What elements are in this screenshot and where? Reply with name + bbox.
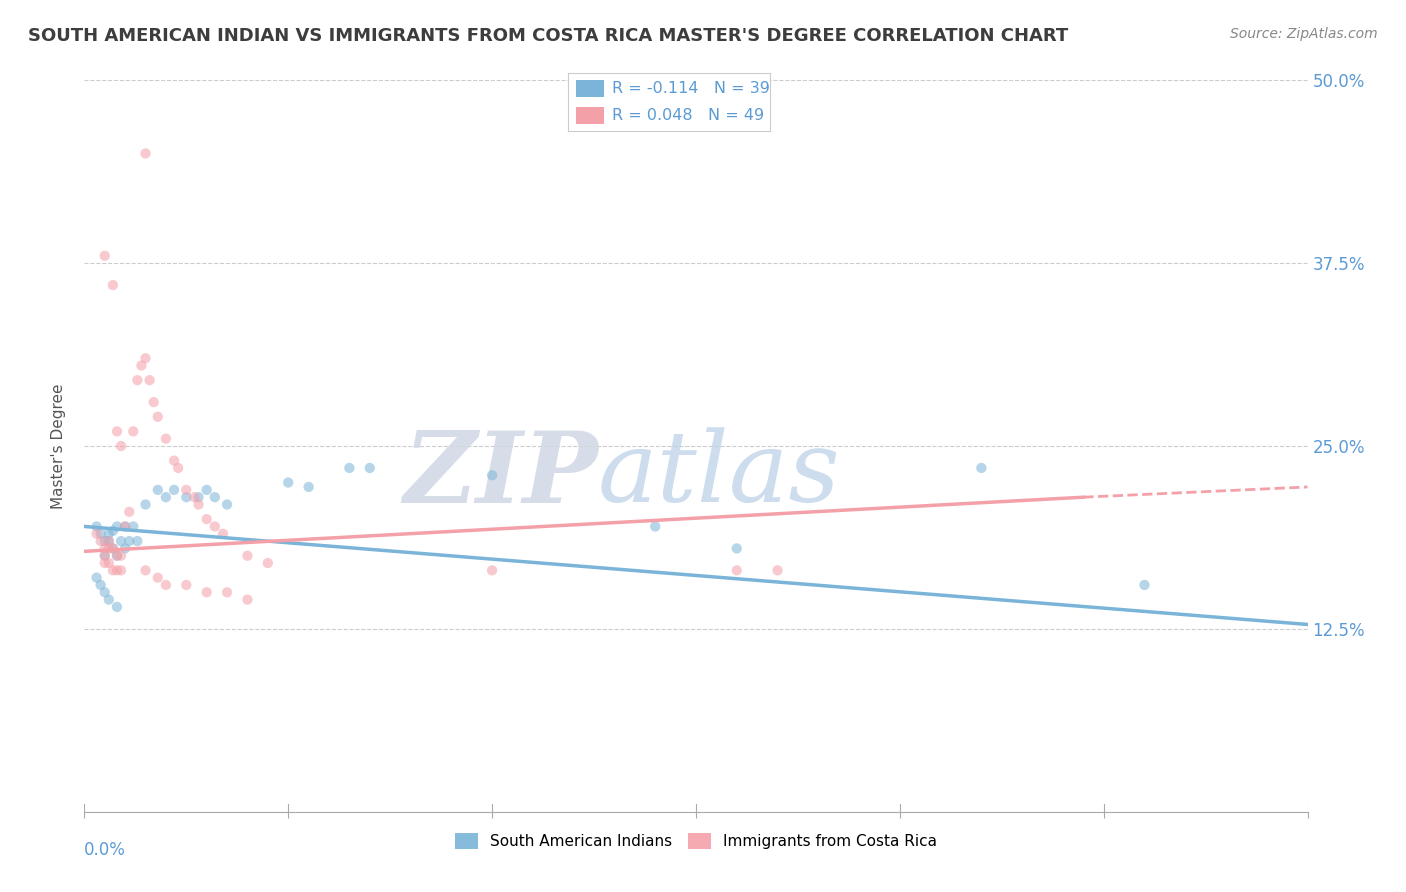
- Point: [970, 461, 993, 475]
- Point: [97, 534, 120, 549]
- Point: [155, 490, 177, 504]
- Text: atlas: atlas: [598, 427, 841, 523]
- Point: [118, 505, 141, 519]
- Point: [97, 592, 120, 607]
- Point: [93, 249, 115, 263]
- Point: [135, 563, 157, 577]
- Point: [105, 519, 128, 533]
- Point: [101, 524, 124, 538]
- Point: [90, 526, 112, 541]
- Point: [163, 483, 186, 497]
- Point: [86, 526, 108, 541]
- Point: [195, 512, 218, 526]
- Point: [481, 563, 503, 577]
- Bar: [576, 106, 605, 124]
- Point: [725, 563, 748, 577]
- Point: [277, 475, 299, 490]
- Point: [155, 432, 177, 446]
- Point: [204, 519, 226, 533]
- Point: [110, 549, 132, 563]
- Point: [212, 526, 235, 541]
- Point: [93, 585, 115, 599]
- Point: [142, 395, 165, 409]
- Point: [93, 534, 115, 549]
- Point: [93, 541, 115, 556]
- Point: [97, 526, 120, 541]
- Text: R = -0.114   N = 39: R = -0.114 N = 39: [613, 81, 770, 96]
- Point: [138, 373, 160, 387]
- Point: [195, 483, 218, 497]
- Point: [1133, 578, 1156, 592]
- Point: [105, 563, 128, 577]
- Point: [105, 549, 128, 563]
- Point: [114, 519, 136, 533]
- Point: [93, 549, 115, 563]
- Point: [298, 480, 321, 494]
- Point: [135, 351, 157, 366]
- Point: [204, 490, 226, 504]
- Point: [105, 425, 128, 439]
- Point: [93, 549, 115, 563]
- Point: [131, 359, 153, 373]
- Point: [163, 453, 186, 467]
- Bar: [576, 79, 605, 97]
- Point: [644, 519, 666, 533]
- Point: [187, 490, 209, 504]
- Text: ZIP: ZIP: [404, 427, 598, 524]
- Point: [187, 498, 209, 512]
- Point: [86, 519, 108, 533]
- Point: [146, 571, 169, 585]
- Point: [101, 541, 124, 556]
- Point: [110, 563, 132, 577]
- Point: [97, 541, 120, 556]
- Point: [127, 373, 149, 387]
- Text: Source: ZipAtlas.com: Source: ZipAtlas.com: [1230, 27, 1378, 41]
- Point: [257, 556, 280, 570]
- Point: [105, 549, 128, 563]
- Point: [114, 519, 136, 533]
- Point: [101, 278, 124, 293]
- Point: [236, 592, 259, 607]
- Point: [90, 578, 112, 592]
- Text: 0.0%: 0.0%: [84, 841, 127, 859]
- Point: [359, 461, 381, 475]
- Point: [167, 461, 190, 475]
- Point: [93, 556, 115, 570]
- Point: [236, 549, 259, 563]
- Point: [97, 556, 120, 570]
- Point: [725, 541, 748, 556]
- Point: [122, 425, 145, 439]
- Point: [97, 534, 120, 549]
- Point: [174, 578, 197, 592]
- Point: [110, 439, 132, 453]
- Point: [135, 498, 157, 512]
- Point: [122, 519, 145, 533]
- Point: [217, 498, 239, 512]
- Point: [146, 483, 169, 497]
- Point: [174, 490, 197, 504]
- Point: [155, 578, 177, 592]
- Text: SOUTH AMERICAN INDIAN VS IMMIGRANTS FROM COSTA RICA MASTER'S DEGREE CORRELATION : SOUTH AMERICAN INDIAN VS IMMIGRANTS FROM…: [28, 27, 1069, 45]
- Legend: South American Indians, Immigrants from Costa Rica: South American Indians, Immigrants from …: [449, 827, 943, 855]
- Point: [217, 585, 239, 599]
- Y-axis label: Master's Degree: Master's Degree: [51, 384, 66, 508]
- Point: [101, 541, 124, 556]
- Point: [195, 585, 218, 599]
- Point: [114, 541, 136, 556]
- Text: R = 0.048   N = 49: R = 0.048 N = 49: [613, 108, 765, 123]
- Point: [101, 563, 124, 577]
- Point: [174, 483, 197, 497]
- Point: [105, 599, 128, 614]
- Point: [90, 534, 112, 549]
- Point: [86, 571, 108, 585]
- Point: [339, 461, 361, 475]
- Point: [118, 534, 141, 549]
- Point: [110, 534, 132, 549]
- Point: [135, 146, 157, 161]
- Point: [766, 563, 789, 577]
- Point: [183, 490, 205, 504]
- Point: [127, 534, 149, 549]
- Point: [146, 409, 169, 424]
- Point: [481, 468, 503, 483]
